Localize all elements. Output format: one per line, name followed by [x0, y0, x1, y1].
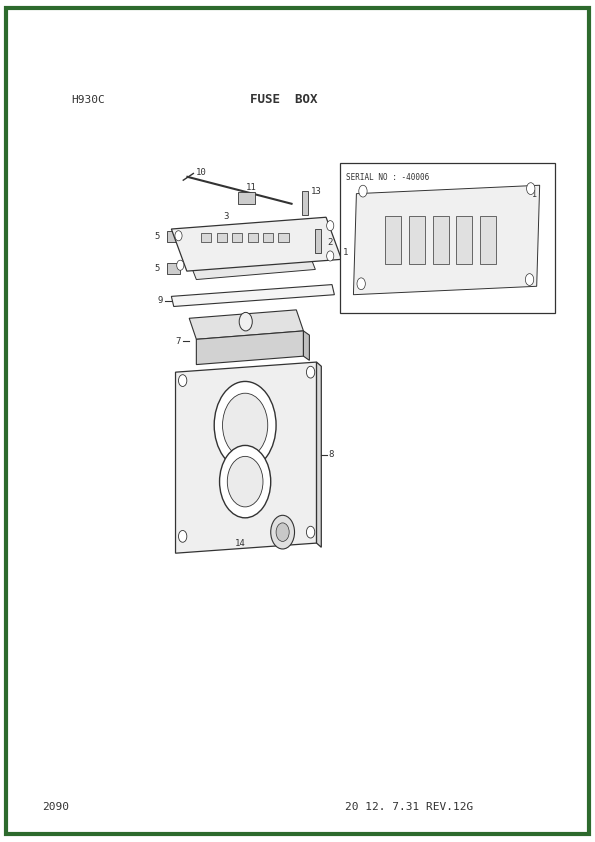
Polygon shape	[171, 285, 334, 306]
Text: 9: 9	[158, 296, 163, 305]
Circle shape	[327, 251, 334, 261]
Polygon shape	[183, 236, 315, 280]
Circle shape	[178, 375, 187, 386]
Text: 5: 5	[155, 232, 160, 241]
Circle shape	[177, 260, 184, 270]
Polygon shape	[303, 331, 309, 360]
Bar	[232, 233, 242, 242]
Bar	[201, 233, 211, 242]
Bar	[263, 233, 273, 242]
Bar	[385, 216, 401, 264]
Bar	[433, 216, 449, 264]
Circle shape	[220, 445, 271, 518]
Circle shape	[227, 456, 263, 507]
Text: 10: 10	[196, 168, 207, 177]
Text: H930C: H930C	[71, 94, 105, 104]
Bar	[409, 216, 425, 264]
Text: 3: 3	[223, 212, 228, 221]
Text: SERIAL NO : -40006: SERIAL NO : -40006	[346, 173, 430, 182]
Text: 13: 13	[311, 187, 321, 195]
Circle shape	[359, 185, 367, 197]
Circle shape	[276, 523, 289, 541]
Bar	[456, 216, 472, 264]
Text: 1: 1	[532, 190, 537, 199]
Bar	[302, 191, 308, 215]
Polygon shape	[171, 217, 342, 271]
Circle shape	[327, 221, 334, 231]
Text: 2: 2	[327, 238, 333, 247]
Circle shape	[271, 515, 295, 549]
Circle shape	[527, 183, 535, 195]
Polygon shape	[353, 185, 540, 295]
Polygon shape	[189, 310, 303, 339]
Bar	[480, 216, 496, 264]
Circle shape	[306, 366, 315, 378]
Bar	[248, 233, 258, 242]
Circle shape	[175, 231, 182, 241]
Bar	[167, 231, 180, 242]
Circle shape	[239, 312, 252, 331]
Bar	[238, 192, 255, 204]
Polygon shape	[176, 362, 317, 553]
Bar	[167, 263, 180, 274]
Bar	[315, 229, 321, 253]
Circle shape	[525, 274, 534, 285]
Text: 11: 11	[246, 184, 256, 192]
Text: 1: 1	[343, 248, 348, 257]
Text: FUSE  BOX: FUSE BOX	[250, 93, 317, 106]
Text: 2090: 2090	[42, 802, 68, 812]
Text: 5: 5	[155, 264, 160, 273]
Circle shape	[357, 278, 365, 290]
Text: 14: 14	[235, 539, 246, 547]
Text: 7: 7	[176, 337, 181, 345]
Bar	[278, 233, 289, 242]
Bar	[340, 163, 555, 313]
Circle shape	[178, 530, 187, 542]
Text: 8: 8	[328, 450, 334, 459]
Bar	[217, 233, 227, 242]
Circle shape	[223, 393, 268, 457]
Circle shape	[306, 526, 315, 538]
Text: 20 12. 7.31 REV.12G: 20 12. 7.31 REV.12G	[345, 802, 474, 812]
Polygon shape	[317, 362, 321, 547]
Circle shape	[214, 381, 276, 469]
Polygon shape	[196, 331, 303, 365]
